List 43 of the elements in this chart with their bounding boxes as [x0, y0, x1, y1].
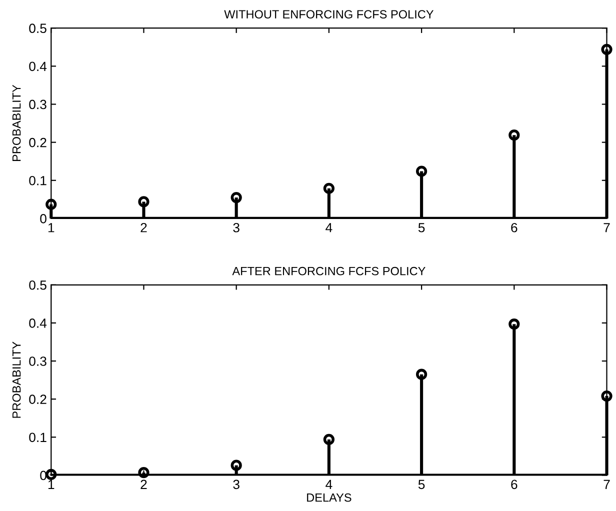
x-axis-title: DELAYS [307, 493, 352, 502]
x-tick-label: 2 [140, 222, 147, 232]
x-tick-label: 2 [140, 480, 147, 489]
point [230, 460, 242, 471]
point [323, 182, 334, 194]
y-tick-label: 0.2 [29, 138, 46, 148]
chart-title: AFTER ENFORCING FCFS POLICY [232, 266, 426, 276]
y-tick-label: 0.5 [29, 24, 46, 34]
x-tick-label: 6 [511, 480, 518, 490]
x-tick-label: 7 [604, 480, 610, 489]
point [416, 166, 428, 177]
point [508, 130, 520, 141]
x-tick-label: 6 [511, 222, 518, 232]
point [138, 196, 150, 208]
y-tick-label: 0.4 [29, 318, 47, 328]
point [138, 467, 150, 478]
y-tick-label: 0.1 [29, 176, 46, 186]
point [601, 390, 612, 402]
y-axis-title: PROBABILITY [12, 342, 21, 418]
y-axis-title: PROBABILITY [12, 84, 21, 162]
x-tick-label: 3 [233, 480, 240, 490]
y-tick-label: 0 [40, 214, 46, 224]
x-tick-label: 4 [326, 480, 332, 489]
y-tick-label: 0.1 [29, 432, 46, 442]
y-tick-label: 0.3 [29, 100, 46, 110]
point [508, 318, 520, 330]
x-tick-label: 1 [48, 223, 54, 232]
x-tick-label: 7 [604, 223, 610, 232]
chart-title: WITHOUT ENFORCING FCFS POLICY [224, 10, 434, 18]
y-tick-label: 0.4 [29, 62, 47, 72]
point [230, 192, 242, 204]
x-tick-label: 5 [418, 480, 425, 490]
point [323, 434, 334, 445]
x-tick-label: 1 [48, 480, 54, 489]
x-tick-label: 4 [326, 223, 332, 232]
y-tick-label: 0.3 [29, 356, 46, 366]
y-tick-label: 0.5 [29, 280, 46, 290]
point [46, 198, 57, 210]
y-tick-label: 0.2 [29, 394, 46, 404]
x-tick-label: 5 [418, 223, 425, 232]
point [416, 368, 428, 380]
point [601, 44, 612, 55]
x-tick-label: 3 [233, 222, 240, 232]
